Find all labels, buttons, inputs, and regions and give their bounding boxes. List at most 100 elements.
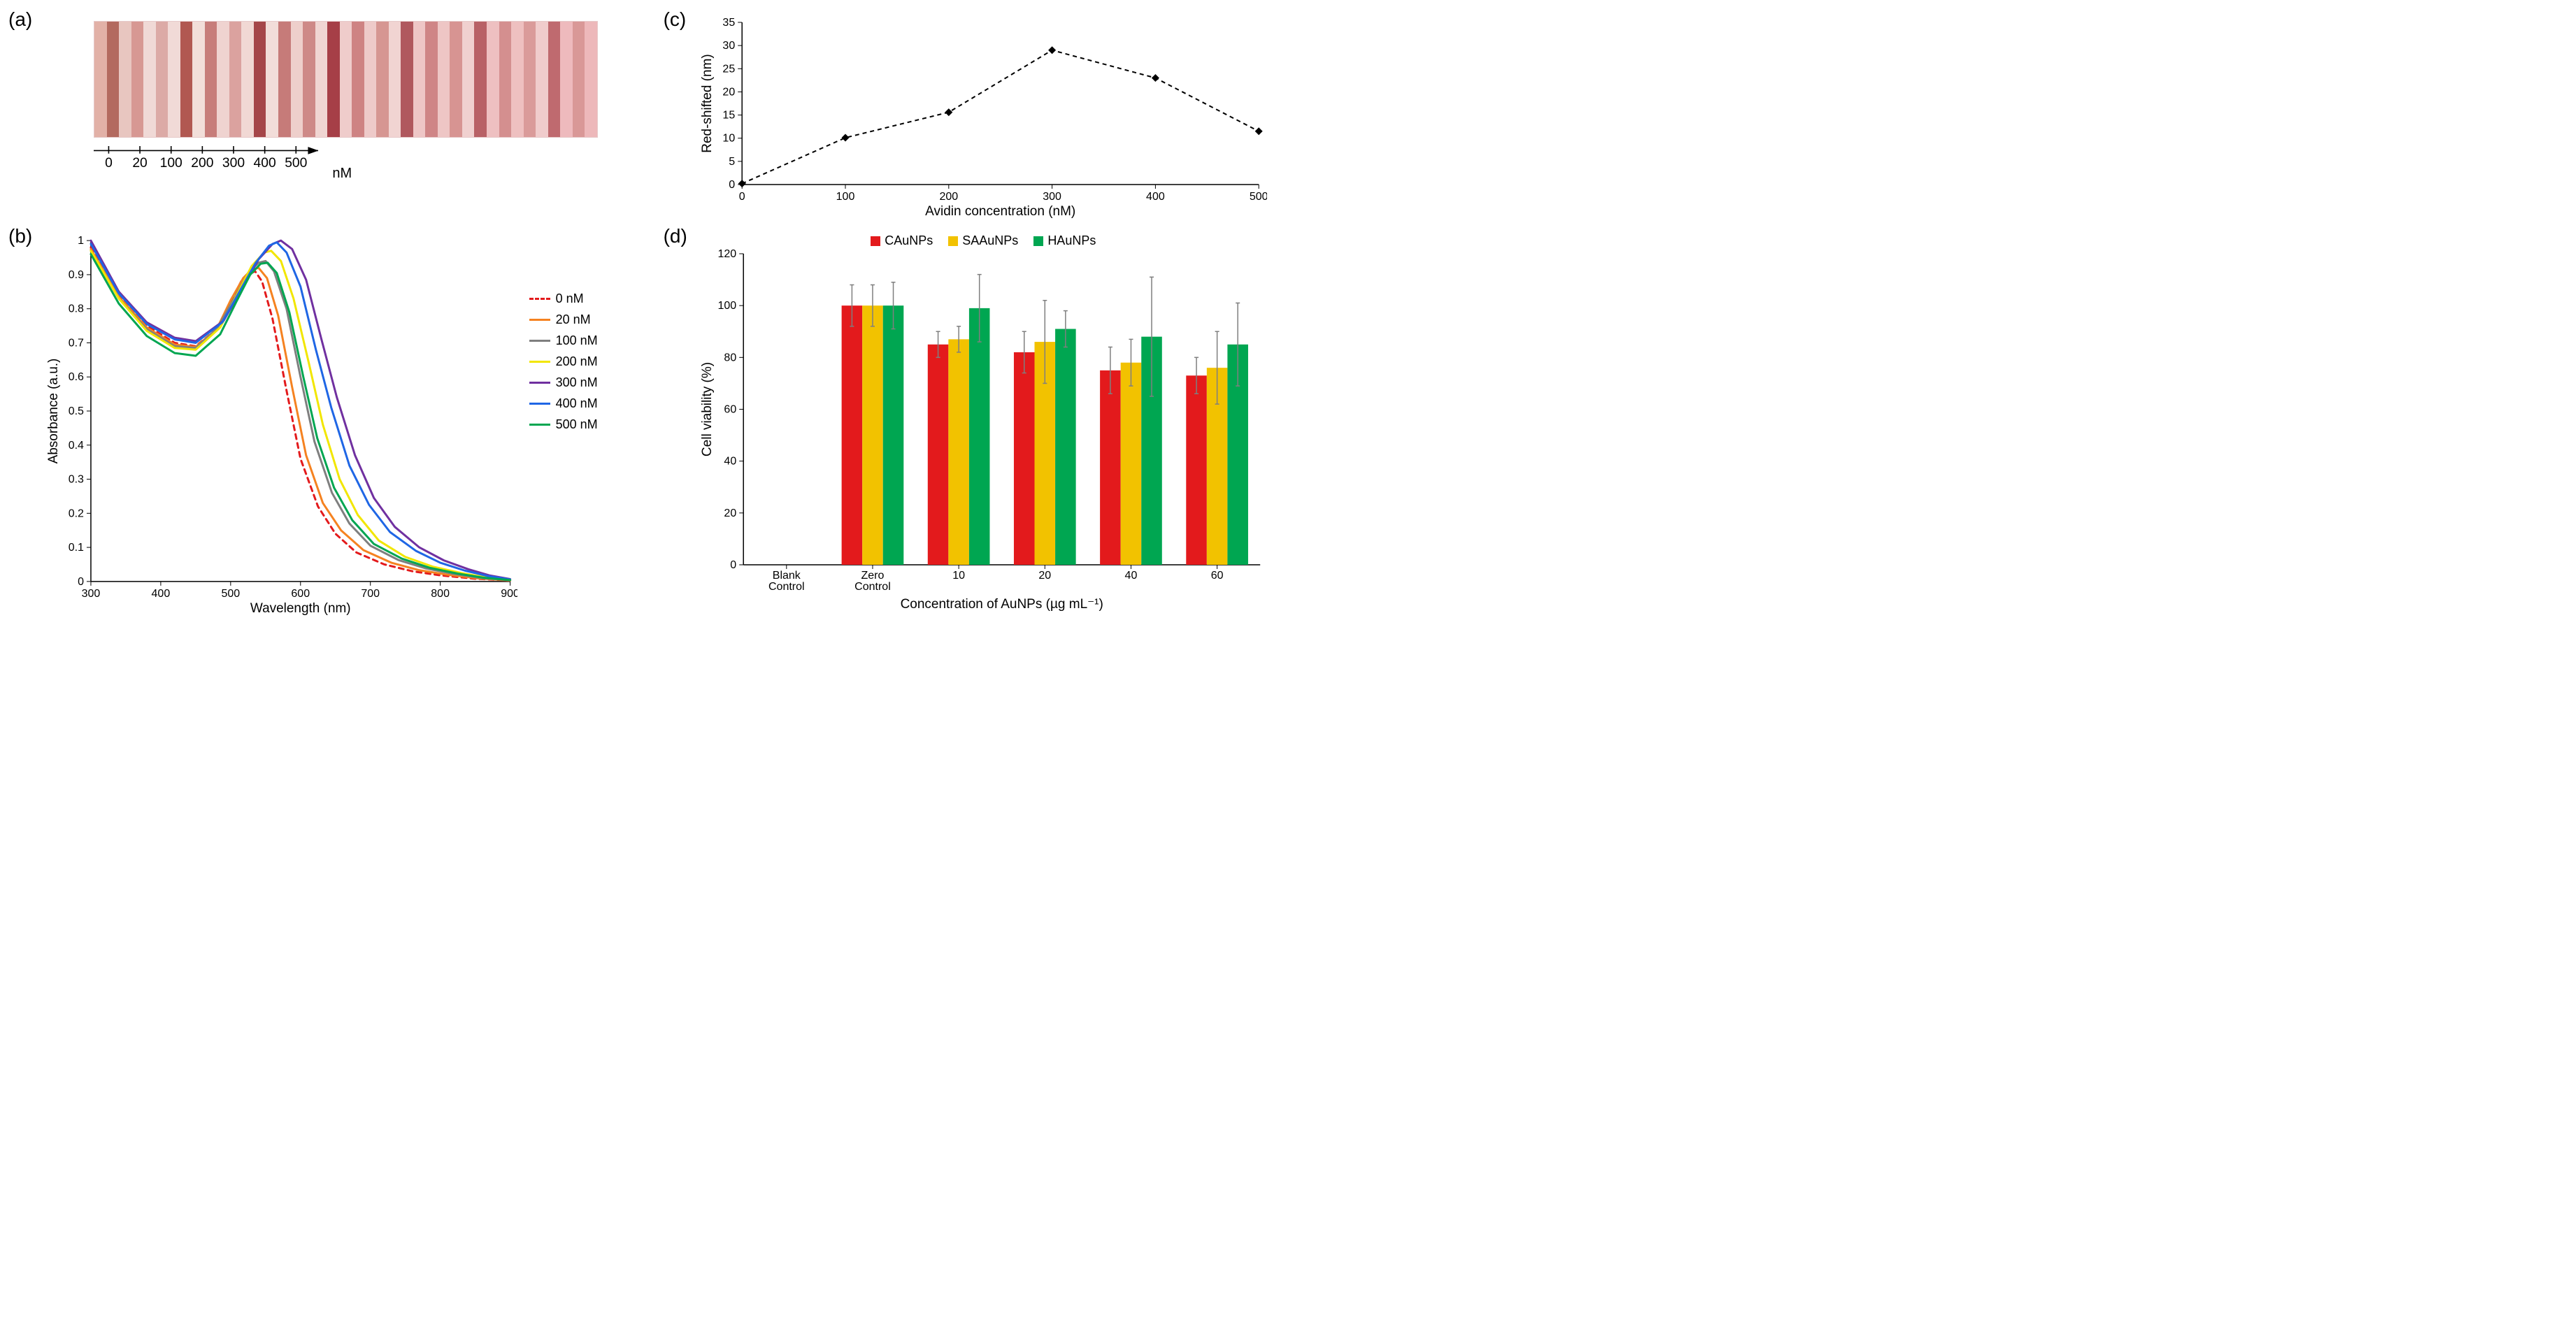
panel-c-label: (c): [664, 8, 687, 31]
svg-text:0.7: 0.7: [69, 337, 84, 349]
svg-text:40: 40: [1124, 570, 1137, 582]
panel-b-plot-wrap: 30040050060070080090000.10.20.30.40.50.6…: [45, 233, 517, 618]
svg-text:20: 20: [1038, 570, 1051, 582]
strip-sliver: [438, 22, 450, 137]
svg-text:0.2: 0.2: [69, 507, 84, 519]
strip-sliver: [499, 22, 512, 137]
legend-label: SAAuNPs: [962, 233, 1018, 248]
strip-sliver: [573, 22, 585, 137]
svg-text:400: 400: [1146, 191, 1165, 203]
strip-sliver: [389, 22, 401, 137]
svg-text:0.9: 0.9: [69, 269, 84, 281]
svg-text:Concentration of AuNPs (µg mL⁻: Concentration of AuNPs (µg mL⁻¹): [900, 597, 1103, 611]
panel-d-label: (d): [664, 225, 687, 247]
color-strip: [94, 21, 598, 138]
svg-text:30: 30: [722, 40, 735, 52]
strip-sliver: [107, 22, 120, 137]
legend-item: 20 nM: [529, 309, 648, 330]
legend-swatch: [529, 424, 550, 426]
panel-d: (d) CAuNPsSAAuNPsHAuNPs 020406080100120B…: [668, 229, 1271, 621]
legend-swatch: [529, 340, 550, 342]
strip-sliver: [192, 22, 205, 137]
legend-item: HAuNPs: [1033, 233, 1096, 248]
legend-label: 100 nM: [556, 333, 598, 348]
svg-text:0.8: 0.8: [69, 303, 84, 315]
strip-sliver: [352, 22, 364, 137]
strip-sliver: [291, 22, 303, 137]
svg-text:60: 60: [1210, 570, 1223, 582]
strip-sliver: [180, 22, 193, 137]
strip-sliver: [241, 22, 254, 137]
strip-sliver: [376, 22, 389, 137]
svg-text:0.5: 0.5: [69, 405, 84, 417]
strip-sliver: [425, 22, 438, 137]
panel-b-label: (b): [8, 225, 32, 247]
strip-sliver: [450, 22, 462, 137]
svg-text:Zero: Zero: [861, 570, 884, 582]
svg-text:Absorbance (a.u.): Absorbance (a.u.): [46, 359, 61, 464]
svg-text:Wavelength (nm): Wavelength (nm): [250, 601, 351, 616]
panel-c-plot-wrap: 010020030040050005101520253035Avidin con…: [700, 17, 1267, 219]
svg-text:1: 1: [78, 235, 84, 247]
legend-swatch: [529, 403, 550, 405]
panel-a: (a) 020100200300400500 nM: [13, 13, 647, 222]
strip-sliver: [413, 22, 426, 137]
legend-swatch: [529, 319, 550, 321]
legend-label: 20 nM: [556, 312, 591, 327]
svg-text:Control: Control: [768, 581, 805, 593]
svg-text:25: 25: [722, 63, 735, 75]
strip-sliver: [254, 22, 266, 137]
svg-text:300: 300: [1043, 191, 1061, 203]
panel-a-label: (a): [8, 8, 32, 31]
strip-sliver: [94, 22, 107, 137]
legend-swatch: [529, 361, 550, 363]
svg-text:15: 15: [722, 110, 735, 122]
figure-grid: (a) 020100200300400500 nM (c) 0100200300…: [13, 13, 1271, 621]
strip-sliver: [401, 22, 413, 137]
svg-text:80: 80: [724, 352, 736, 363]
legend-item: 100 nM: [529, 330, 648, 351]
svg-text:Blank: Blank: [772, 570, 801, 582]
svg-text:5: 5: [729, 156, 735, 168]
svg-text:0.1: 0.1: [69, 542, 84, 554]
strip-sliver: [168, 22, 180, 137]
strip-sliver: [278, 22, 291, 137]
legend-label: 500 nM: [556, 417, 598, 432]
svg-text:0: 0: [730, 559, 736, 571]
svg-text:60: 60: [724, 404, 736, 416]
strip-sliver: [143, 22, 156, 137]
strip-sliver: [315, 22, 328, 137]
strip-sliver: [585, 22, 597, 137]
svg-text:40: 40: [724, 456, 736, 468]
svg-text:Avidin concentration (nM): Avidin concentration (nM): [925, 204, 1075, 219]
strip-sliver: [217, 22, 229, 137]
strip-sliver: [131, 22, 144, 137]
svg-text:0: 0: [729, 179, 735, 191]
svg-text:Control: Control: [854, 581, 891, 593]
legend-label: CAuNPs: [885, 233, 933, 248]
svg-text:0.6: 0.6: [69, 371, 84, 383]
panel-c-svg: 010020030040050005101520253035Avidin con…: [700, 17, 1267, 219]
legend-label: 0 nM: [556, 291, 584, 306]
strip-sliver: [364, 22, 377, 137]
strip-sliver: [560, 22, 573, 137]
svg-text:200: 200: [939, 191, 958, 203]
svg-text:300: 300: [82, 588, 101, 600]
strip-sliver: [327, 22, 340, 137]
svg-text:500: 500: [1249, 191, 1267, 203]
svg-text:600: 600: [291, 588, 310, 600]
svg-text:10: 10: [952, 570, 965, 582]
svg-text:0.3: 0.3: [69, 474, 84, 486]
strip-sliver: [511, 22, 524, 137]
svg-text:Red-shifted (nm): Red-shifted (nm): [700, 54, 715, 153]
panel-d-legend: CAuNPs SAAuNPs HAuNPs: [700, 233, 1267, 248]
svg-text:20: 20: [724, 507, 736, 519]
svg-text:10: 10: [722, 133, 735, 145]
legend-item: SAAuNPs: [948, 233, 1018, 248]
legend-item: 300 nM: [529, 372, 648, 393]
svg-text:400: 400: [152, 588, 171, 600]
strip-sliver: [119, 22, 131, 137]
svg-text:120: 120: [717, 250, 736, 260]
panel-d-plot-wrap: CAuNPsSAAuNPsHAuNPs 020406080100120Blank…: [700, 233, 1267, 618]
panel-a-axis: 020100200300400500: [94, 146, 318, 167]
